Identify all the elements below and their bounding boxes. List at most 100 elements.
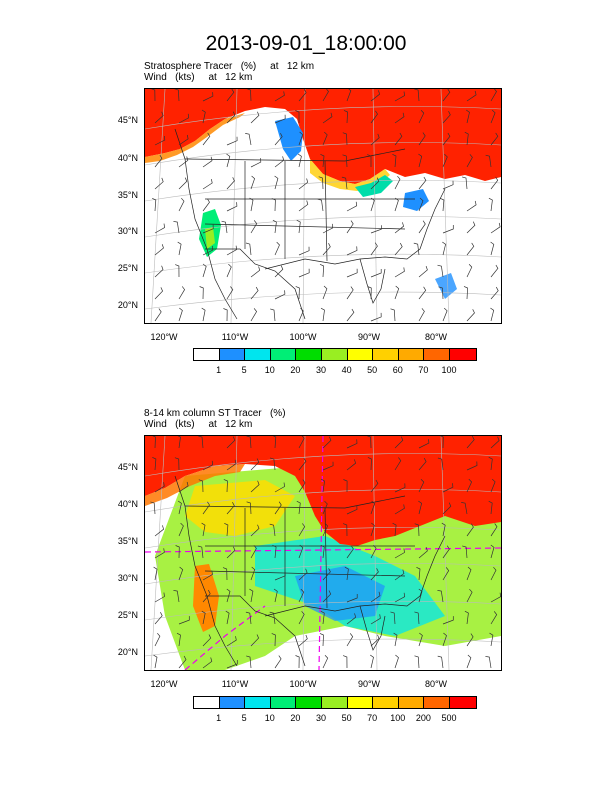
wind-barb <box>202 179 213 190</box>
wind-barb <box>394 197 399 212</box>
tracer-field-yellow <box>185 480 295 536</box>
wind-barb <box>202 156 213 168</box>
wind-barb <box>442 225 454 234</box>
wind-barb <box>466 633 474 647</box>
wind-barb <box>394 592 406 603</box>
wind-barb <box>418 457 427 471</box>
panel1-lat-label: 25°N <box>117 263 138 273</box>
panel2-lon-label: 80°W <box>424 679 448 689</box>
panel2-lat-label: 35°N <box>117 536 138 546</box>
wind-barb <box>246 501 252 515</box>
panel1-lat-label: 20°N <box>117 300 138 310</box>
wind-barb <box>322 112 333 124</box>
wind-barb <box>154 223 165 234</box>
wind-barb <box>466 154 473 168</box>
wind-barb <box>394 242 403 256</box>
wind-barb <box>250 286 259 300</box>
wind-barb <box>442 502 452 515</box>
wind-barb <box>245 133 252 146</box>
wind-barb <box>488 456 493 471</box>
panel1-lon-label: 120°W <box>150 332 178 342</box>
wind-barb <box>269 523 276 537</box>
wind-barb <box>320 153 325 168</box>
wind-barb <box>226 660 238 669</box>
wind-barb <box>298 611 305 625</box>
panel1-map-svg <box>145 89 501 323</box>
wind-barb <box>197 545 204 559</box>
colorbar-swatch <box>347 697 374 708</box>
wind-barb <box>202 657 213 669</box>
wind-barb <box>466 436 475 449</box>
colorbar-label: 10 <box>264 365 275 375</box>
wind-barb <box>297 153 302 168</box>
wind-barb <box>342 655 348 669</box>
wind-barb <box>490 478 496 493</box>
panel2-subtitle-line1: 8-14 km column ST Tracer (%) <box>144 408 286 419</box>
colorbar-label: 500 <box>441 713 457 723</box>
wind-barb <box>177 500 182 515</box>
wind-barb <box>271 198 276 212</box>
panel1-lat-label: 40°N <box>117 153 138 163</box>
wind-barb <box>298 523 306 537</box>
panel1-lon-label: 80°W <box>424 332 448 342</box>
wind-barb <box>298 131 304 146</box>
colorbar-swatch <box>245 697 271 708</box>
wind-barb <box>198 479 204 493</box>
colorbar-swatch <box>321 349 348 360</box>
wind-barb <box>442 632 447 647</box>
wind-barb <box>152 456 157 471</box>
wind-barb <box>490 523 498 537</box>
wind-barb <box>369 654 374 669</box>
wind-barb <box>274 91 285 102</box>
wind-barb <box>178 566 184 581</box>
wind-barb <box>394 267 405 278</box>
wind-barb <box>342 132 348 146</box>
wind-barbs <box>151 89 501 322</box>
wind-barb <box>298 436 305 449</box>
wind-barb <box>318 176 324 190</box>
colorbar-swatch <box>449 697 476 708</box>
cross-section-lines <box>145 436 501 670</box>
wind-barb <box>418 439 430 449</box>
panel2-lat-label: 20°N <box>117 647 138 657</box>
wind-barb <box>464 610 469 625</box>
wind-barb <box>394 91 405 102</box>
wind-barb <box>413 242 420 256</box>
wind-barb <box>466 566 472 581</box>
wind-barb <box>442 483 454 493</box>
wind-barb <box>272 436 277 449</box>
wind-barb <box>226 136 238 146</box>
wind-barb <box>466 263 473 278</box>
wind-barb <box>274 114 286 124</box>
wind-barb <box>202 501 210 515</box>
wind-barb <box>202 589 211 603</box>
tracer-field-orange-sw <box>193 564 219 632</box>
wind-barb <box>199 286 204 300</box>
wind-barb <box>370 312 382 322</box>
wind-barb <box>394 457 402 471</box>
wind-barb <box>250 458 260 471</box>
wind-barb <box>414 523 420 537</box>
wind-barb <box>322 461 334 471</box>
wind-barb <box>418 500 422 515</box>
colorbar-label: 60 <box>392 365 403 375</box>
colorbar-swatch <box>296 349 322 360</box>
wind-barb <box>154 308 162 322</box>
wind-barb <box>394 504 405 515</box>
wind-barb <box>346 308 355 322</box>
wind-barb <box>346 459 357 471</box>
wind-barb <box>222 567 228 581</box>
wind-barb <box>418 632 423 647</box>
wind-barb <box>466 200 477 212</box>
wind-barb <box>175 264 180 278</box>
wind-barb <box>296 219 301 234</box>
wind-barb <box>226 636 237 647</box>
wind-barb <box>250 308 258 322</box>
wind-barb <box>154 265 164 278</box>
wind-barb <box>370 634 380 647</box>
colorbar-label: 100 <box>441 365 457 375</box>
wind-barb <box>437 264 444 278</box>
wind-barb <box>442 132 451 146</box>
wind-barb <box>154 287 164 300</box>
colorbar-swatch <box>245 349 271 360</box>
